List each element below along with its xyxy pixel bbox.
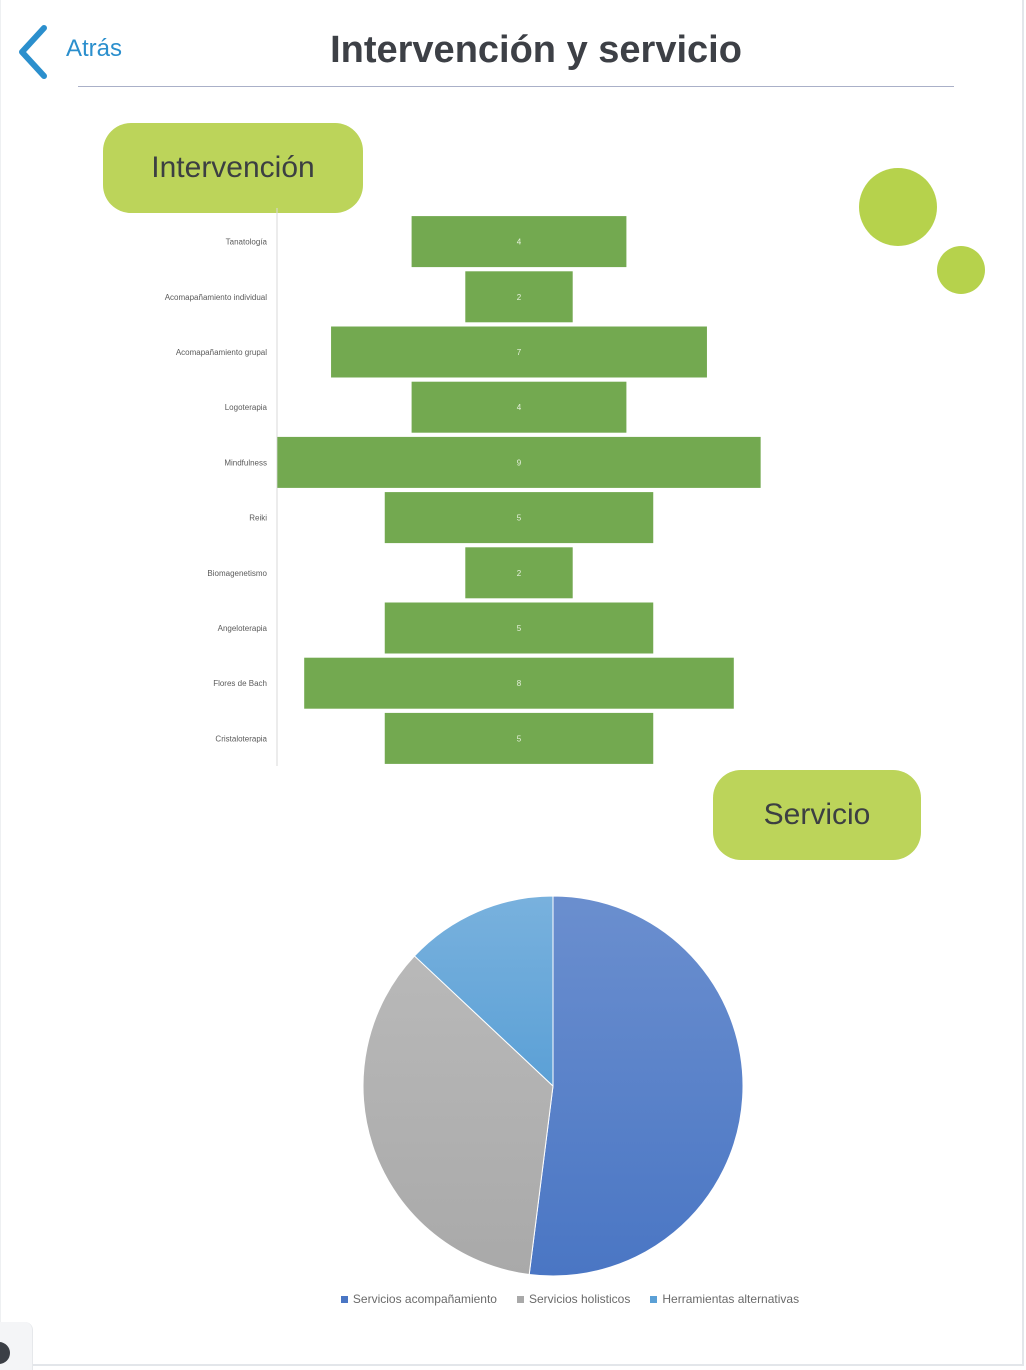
bar-mark [384,602,654,654]
bar-mark [411,216,627,268]
legend-swatch [340,1295,348,1303]
service-pie-chart [362,895,744,1277]
bar-value-label: 2 [517,569,522,578]
legend-label: Herramientas alternativas [662,1292,800,1306]
bar-value-label: 4 [517,238,522,247]
page-title: Intervención y servicio [330,29,742,71]
intervencion-section-label: Intervención [103,123,363,213]
back-label: Atrás [66,35,123,62]
bar-value-label: 5 [517,624,522,633]
bar-category-label: Logoterapia [225,403,268,412]
bar-value-label: 9 [517,458,522,467]
assistive-touch-button[interactable] [0,1342,10,1364]
legend-item: Servicios acompañamiento [340,1292,497,1306]
bar-category-label: Reiki [249,514,267,523]
pie-slice [528,895,744,1277]
legend-swatch [516,1295,524,1303]
intervention-bar-chart: Tanatología 4 Acomapañamiento individual 2 A… [165,208,761,766]
bar-value-label: 4 [517,403,522,412]
header-divider [78,86,954,87]
bar-mark [384,492,654,544]
legend-item: Herramientas alternativas [650,1292,799,1306]
bar-category-label: Mindfulness [224,458,267,467]
decorative-circle-small [937,246,985,294]
pie-legend: Servicios acompañamiento Servicios holist… [290,1292,850,1306]
bar-category-label: Flores de Bach [213,679,267,688]
pie-slice [413,895,554,1088]
bar-value-label: 8 [517,679,522,688]
legend-label: Servicios acompañamiento [352,1292,497,1306]
bar-mark [277,436,761,488]
back-button[interactable]: Atrás [14,22,122,82]
bar-category-label: Angeloterapia [218,624,268,633]
bar-mark [331,326,707,378]
bar-value-label: 5 [517,734,522,743]
bar-category-label: Cristaloterapia [215,734,267,743]
legend-swatch [650,1295,658,1303]
bar-mark [411,381,627,433]
bar-value-label: 7 [517,348,522,357]
bar-mark [304,657,734,709]
legend-label: Servicios holisticos [528,1292,631,1306]
legend-item: Servicios holisticos [516,1292,631,1306]
bar-mark [465,271,573,323]
bar-category-label: Acomapañamiento grupal [176,348,267,357]
decorative-circle-large [859,168,937,246]
bar-value-label: 2 [517,293,522,302]
bar-category-label: Acomapañamiento individual [165,293,268,302]
bar-mark [384,712,654,764]
bar-category-label: Biomagenetismo [207,569,267,578]
bar-mark [465,547,573,599]
bar-value-label: 5 [517,514,522,523]
bar-category-label: Tanatología [226,238,268,247]
pie-slice [362,955,554,1276]
servicio-section-label: Servicio [713,770,921,860]
chevron-left-icon [19,25,47,79]
